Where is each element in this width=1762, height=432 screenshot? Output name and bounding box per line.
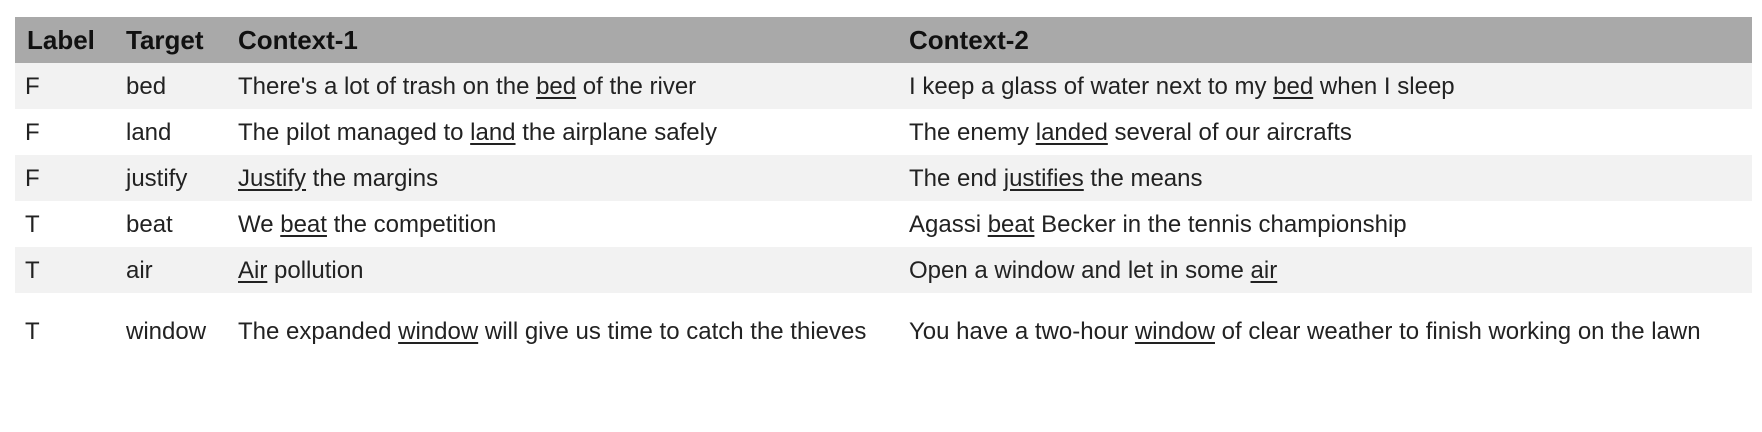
target-word-underlined: window	[1134, 317, 1215, 345]
target-word-underlined: Air	[238, 256, 268, 284]
cell-label: T	[25, 317, 40, 345]
header-context-1: Context-1	[238, 24, 358, 55]
context-text-after: pollution	[267, 256, 364, 284]
context-text-after: will give us time to catch the thieves	[478, 317, 867, 345]
context-text-before: Agassi	[909, 210, 988, 238]
cell-label: F	[25, 118, 40, 146]
target-word-underlined: justifies	[1003, 164, 1084, 192]
context-text-before: The end	[909, 164, 1004, 192]
target-word-underlined: Justify	[238, 164, 307, 192]
table-row: F land The pilot managed to land the air…	[15, 109, 1752, 155]
context-text-after: the competition	[326, 210, 497, 238]
table-row: T window The expanded window will give u…	[15, 293, 1752, 369]
context-text-before: We	[238, 210, 281, 238]
header-target: Target	[126, 24, 204, 55]
context-text-before: The enemy	[909, 118, 1036, 146]
context-text-before: You have a two-hour	[909, 317, 1135, 345]
context-text-after: several of our aircrafts	[1107, 118, 1352, 146]
cell-context-2: Agassi beat Becker in the tennis champio…	[895, 201, 1752, 247]
target-word-underlined: window	[398, 317, 479, 345]
table-row: T beat We beat the competition Agassi be…	[15, 201, 1752, 247]
table-body: F bed There's a lot of trash on the bed …	[15, 63, 1752, 369]
target-word-underlined: air	[1250, 256, 1278, 284]
table-row: T air Air pollution Open a window and le…	[15, 247, 1752, 293]
cell-target: window	[126, 317, 207, 345]
header-label: Label	[27, 24, 95, 55]
context-text-after: the airplane safely	[515, 118, 717, 146]
context-text-after: Becker in the tennis championship	[1034, 210, 1407, 238]
word-sense-table: Label Target Context-1 Context-2 F bed T…	[15, 17, 1752, 369]
header-row: Label Target Context-1 Context-2	[15, 17, 1752, 63]
cell-label: F	[25, 164, 40, 192]
cell-context-1: The expanded window will give us time to…	[224, 293, 895, 369]
context-text-before: I keep a glass of water next to my	[909, 72, 1274, 100]
cell-context-1: There's a lot of trash on the bed of the…	[224, 63, 895, 109]
cell-context-2: I keep a glass of water next to my bed w…	[895, 63, 1752, 109]
cell-context-1: Air pollution	[224, 247, 895, 293]
table-row: F justify Justify the margins The end ju…	[15, 155, 1752, 201]
word-sense-table-container: Label Target Context-1 Context-2 F bed T…	[15, 17, 1752, 369]
context-text-after: the means	[1083, 164, 1203, 192]
context-text-before: Open a window and let in some	[909, 256, 1251, 284]
cell-label: T	[25, 256, 40, 284]
cell-context-2: The enemy landed several of our aircraft…	[895, 109, 1752, 155]
cell-context-2: You have a two-hour window of clear weat…	[895, 293, 1752, 369]
table-header: Label Target Context-1 Context-2	[15, 17, 1752, 63]
cell-label: F	[25, 72, 40, 100]
cell-context-1: Justify the margins	[224, 155, 895, 201]
context-text-after: the margins	[306, 164, 439, 192]
target-word-underlined: bed	[536, 72, 577, 100]
table-row: F bed There's a lot of trash on the bed …	[15, 63, 1752, 109]
context-text-before: There's a lot of trash on the	[238, 72, 537, 100]
context-text-after: of clear weather to finish working on th…	[1214, 317, 1701, 345]
cell-context-2: Open a window and let in some air	[895, 247, 1752, 293]
cell-label: T	[25, 210, 40, 238]
header-context-2: Context-2	[909, 24, 1029, 55]
target-word-underlined: bed	[1273, 72, 1314, 100]
target-word-underlined: land	[470, 118, 516, 146]
cell-target: beat	[126, 210, 173, 238]
context-text-before: The pilot managed to	[238, 118, 471, 146]
target-word-underlined: beat	[987, 210, 1035, 238]
cell-target: air	[126, 256, 153, 284]
target-word-underlined: landed	[1035, 118, 1108, 146]
cell-context-2: The end justifies the means	[895, 155, 1752, 201]
cell-target: land	[126, 118, 172, 146]
context-text-before: The expanded	[238, 317, 399, 345]
cell-context-1: The pilot managed to land the airplane s…	[224, 109, 895, 155]
context-text-after: when I sleep	[1313, 72, 1455, 100]
cell-context-1: We beat the competition	[224, 201, 895, 247]
cell-target: justify	[126, 164, 188, 192]
cell-target: bed	[126, 72, 167, 100]
context-text-after: of the river	[576, 72, 697, 100]
target-word-underlined: beat	[280, 210, 327, 238]
